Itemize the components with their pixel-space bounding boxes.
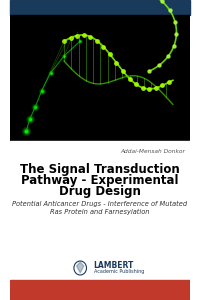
Bar xyxy=(10,15,190,141)
Text: Drug Design: Drug Design xyxy=(59,185,141,198)
Text: Addai-Mensah Donkor: Addai-Mensah Donkor xyxy=(121,149,185,154)
Text: Pathway - Experimental: Pathway - Experimental xyxy=(21,174,179,187)
Text: The Signal Transduction: The Signal Transduction xyxy=(20,163,180,176)
Bar xyxy=(10,280,190,300)
Text: Academic Publishing: Academic Publishing xyxy=(94,268,144,274)
Text: Potential Anticancer Drugs - Interference of Mutated
Ras Protein and Farnesylati: Potential Anticancer Drugs - Interferenc… xyxy=(12,201,188,215)
Bar xyxy=(10,141,190,280)
Bar xyxy=(10,0,190,15)
Text: LAMBERT: LAMBERT xyxy=(94,260,134,269)
Polygon shape xyxy=(77,262,84,273)
